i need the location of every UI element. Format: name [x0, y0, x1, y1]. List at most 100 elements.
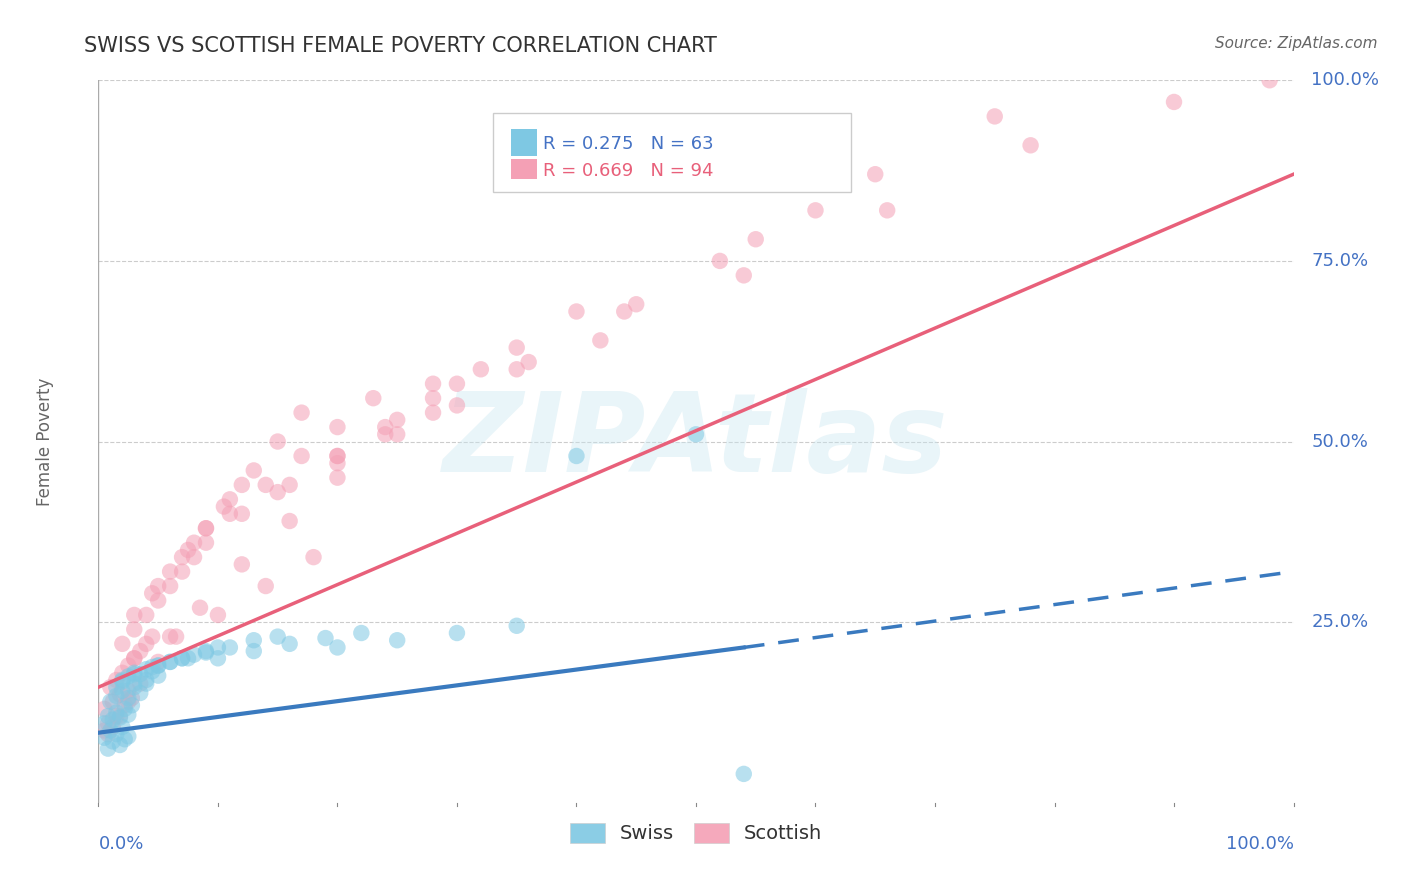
Text: 100.0%: 100.0% [1226, 835, 1294, 854]
Point [124, 680, 146, 694]
Point [685, 427, 707, 442]
Point [148, 668, 170, 682]
Point [129, 644, 152, 658]
Point [141, 630, 163, 644]
Point [93, 731, 115, 745]
Point [141, 660, 163, 674]
Point [159, 630, 181, 644]
Point [243, 463, 266, 477]
Point [135, 637, 157, 651]
Point [207, 640, 229, 655]
Point [101, 734, 124, 748]
Point [97, 709, 120, 723]
Point [98, 695, 122, 709]
Point [111, 720, 134, 734]
Point [446, 376, 468, 391]
Point [733, 268, 755, 283]
Point [207, 607, 229, 622]
Point [117, 658, 139, 673]
Point [517, 355, 540, 369]
Point [183, 648, 205, 662]
Point [195, 521, 218, 535]
Point [267, 630, 290, 644]
Point [159, 655, 181, 669]
Point [93, 723, 115, 738]
Point [745, 232, 768, 246]
FancyBboxPatch shape [510, 159, 537, 179]
Point [97, 727, 120, 741]
Point [101, 720, 124, 734]
Point [172, 550, 194, 565]
Point [326, 640, 349, 655]
Point [709, 253, 731, 268]
Point [506, 362, 529, 376]
Point [141, 665, 163, 679]
Point [1163, 95, 1185, 109]
Point [733, 767, 755, 781]
Point [117, 669, 139, 683]
Point [159, 579, 181, 593]
Point [363, 391, 385, 405]
Point [159, 565, 181, 579]
Point [121, 698, 143, 713]
Point [135, 673, 157, 687]
Point [172, 565, 194, 579]
Point [117, 683, 139, 698]
Point [93, 702, 115, 716]
Point [97, 716, 120, 731]
Point [111, 665, 134, 680]
Point [243, 633, 266, 648]
Point [446, 626, 468, 640]
Point [135, 676, 157, 690]
Point [326, 449, 349, 463]
Point [326, 456, 349, 470]
Point [148, 593, 170, 607]
Point [613, 304, 636, 318]
Text: R = 0.275   N = 63: R = 0.275 N = 63 [543, 135, 714, 153]
Point [114, 702, 136, 716]
Point [195, 521, 218, 535]
Point [626, 297, 648, 311]
Point [422, 376, 444, 391]
Point [105, 727, 128, 741]
Point [121, 691, 143, 706]
Point [565, 304, 588, 318]
Point [124, 651, 146, 665]
Point [183, 535, 205, 549]
Point [117, 691, 139, 706]
Point [326, 470, 349, 484]
Point [124, 651, 146, 665]
Point [1019, 138, 1042, 153]
Point [422, 391, 444, 405]
Point [141, 586, 163, 600]
Point [219, 492, 242, 507]
Text: 25.0%: 25.0% [1312, 613, 1368, 632]
Point [254, 579, 277, 593]
Point [93, 716, 115, 731]
Point [315, 631, 337, 645]
Point [105, 673, 128, 687]
Point [98, 680, 122, 694]
Point [422, 406, 444, 420]
Point [117, 695, 139, 709]
Point [195, 535, 218, 549]
Point [117, 707, 139, 722]
Point [291, 406, 314, 420]
Point [165, 630, 187, 644]
Point [124, 676, 146, 690]
Point [219, 507, 242, 521]
Point [385, 633, 409, 648]
Point [326, 420, 349, 434]
Point [105, 709, 128, 723]
Point [148, 658, 170, 673]
Point [105, 706, 128, 720]
Point [183, 550, 205, 565]
Point [108, 687, 131, 701]
Point [135, 662, 157, 676]
Point [219, 640, 242, 655]
Point [207, 651, 229, 665]
Point [231, 478, 253, 492]
Point [129, 686, 152, 700]
Point [291, 449, 314, 463]
Point [470, 362, 492, 376]
